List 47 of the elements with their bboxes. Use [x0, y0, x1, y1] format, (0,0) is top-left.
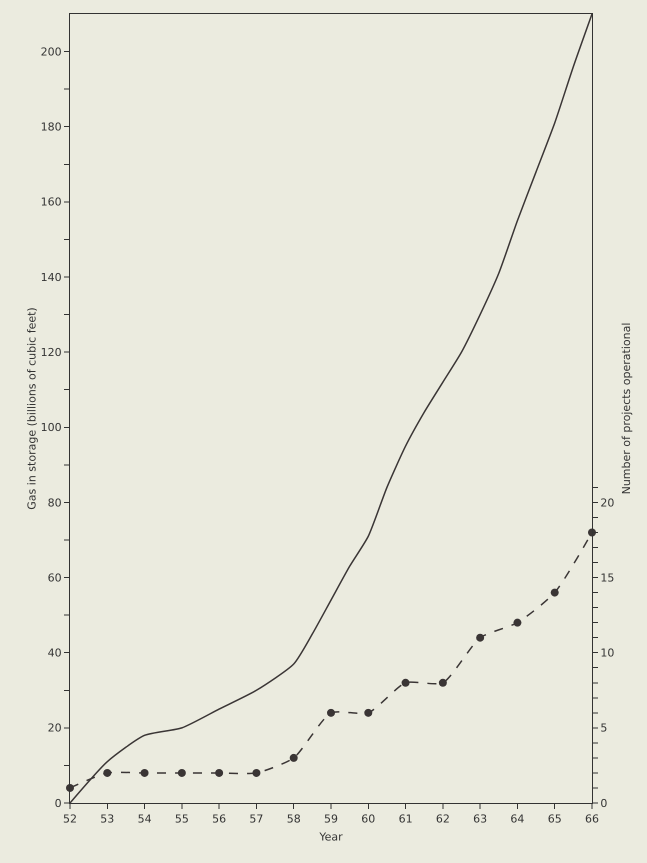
y-tick-label: 160: [40, 196, 62, 209]
y2-tick-label: 10: [600, 646, 614, 660]
x-tick-label: 60: [361, 812, 376, 826]
x-tick-label: 56: [212, 812, 226, 826]
point: [290, 754, 298, 762]
x-tick-label: 63: [473, 812, 488, 826]
y-tick-label: 80: [48, 496, 62, 510]
y2-tick-label: 0: [600, 796, 608, 810]
point: [402, 678, 410, 687]
y-tick-label: 200: [40, 45, 62, 58]
point: [103, 768, 112, 777]
y2-tick-label: 5: [600, 722, 608, 735]
y-tick-label: 100: [40, 421, 62, 434]
x-tick-label: 54: [138, 812, 152, 826]
point: [476, 634, 484, 642]
x-tick-label: 57: [249, 812, 264, 826]
x-tick-label: 55: [174, 812, 189, 826]
y-tick-label: 180: [40, 120, 62, 134]
x-axis-title: Year: [318, 830, 344, 844]
x-tick-label: 59: [324, 812, 338, 826]
x-tick-label: 65: [548, 812, 562, 826]
y-tick-label: 120: [40, 346, 62, 359]
y2-axis-title: Number of projects operational: [620, 322, 633, 494]
point: [178, 768, 186, 777]
point: [327, 708, 335, 717]
x-tick-label: 62: [436, 812, 450, 826]
point: [550, 588, 559, 597]
point: [252, 768, 260, 777]
x-tick-label: 66: [585, 812, 599, 826]
point: [140, 768, 149, 777]
y2-tick-label: 15: [600, 571, 614, 584]
y-tick-label: 20: [48, 722, 62, 735]
point: [513, 618, 522, 627]
x-tick-label: 61: [398, 812, 413, 826]
y-axis-title: Gas in storage (billions of cubic feet): [26, 307, 39, 510]
y2-tick-label: 20: [600, 496, 614, 510]
y-tick-label: 40: [48, 646, 62, 660]
x-tick-label: 52: [63, 812, 77, 826]
x-tick-label: 58: [286, 812, 301, 826]
point: [215, 768, 224, 777]
x-tick-label: 53: [100, 812, 114, 826]
y-tick-label: 60: [48, 571, 62, 584]
point: [438, 678, 447, 687]
y-tick-label: 0: [54, 796, 62, 810]
point: [364, 708, 372, 717]
y-tick-label: 140: [40, 270, 62, 284]
x-tick-label: 64: [510, 812, 524, 826]
